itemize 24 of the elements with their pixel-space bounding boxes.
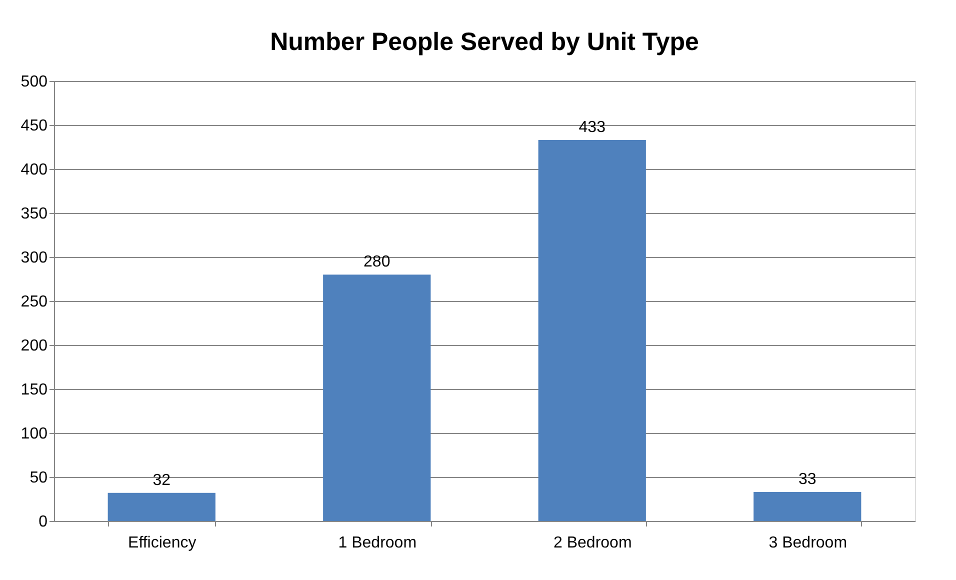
x-tick-label: Efficiency (128, 534, 196, 552)
y-tick-label: 300 (20, 250, 48, 266)
y-tick-label: 450 (20, 118, 48, 134)
x-tick-label: 1 Bedroom (338, 534, 417, 552)
x-tick-label: 2 Bedroom (553, 534, 632, 552)
data-label: 280 (364, 254, 390, 271)
y-tick-label: 400 (20, 162, 48, 178)
y-tick-label: 50 (30, 470, 48, 486)
y-tick-label: 500 (20, 74, 48, 90)
bar (754, 492, 862, 521)
bar (323, 274, 431, 521)
chart-title: Number People Served by Unit Type (270, 28, 699, 56)
y-tick-label: 250 (20, 294, 48, 310)
y-tick-label: 150 (20, 382, 48, 398)
data-label: 433 (578, 118, 606, 136)
data-label: 32 (152, 472, 171, 489)
bar (538, 140, 646, 521)
bar (108, 492, 216, 521)
y-tick-label: 200 (20, 338, 48, 354)
y-tick-label: 350 (20, 206, 48, 222)
y-tick-label: 0 (38, 514, 48, 530)
data-label: 33 (798, 470, 816, 488)
x-tick-label: 3 Bedroom (768, 534, 848, 552)
y-tick-label: 100 (20, 426, 48, 442)
